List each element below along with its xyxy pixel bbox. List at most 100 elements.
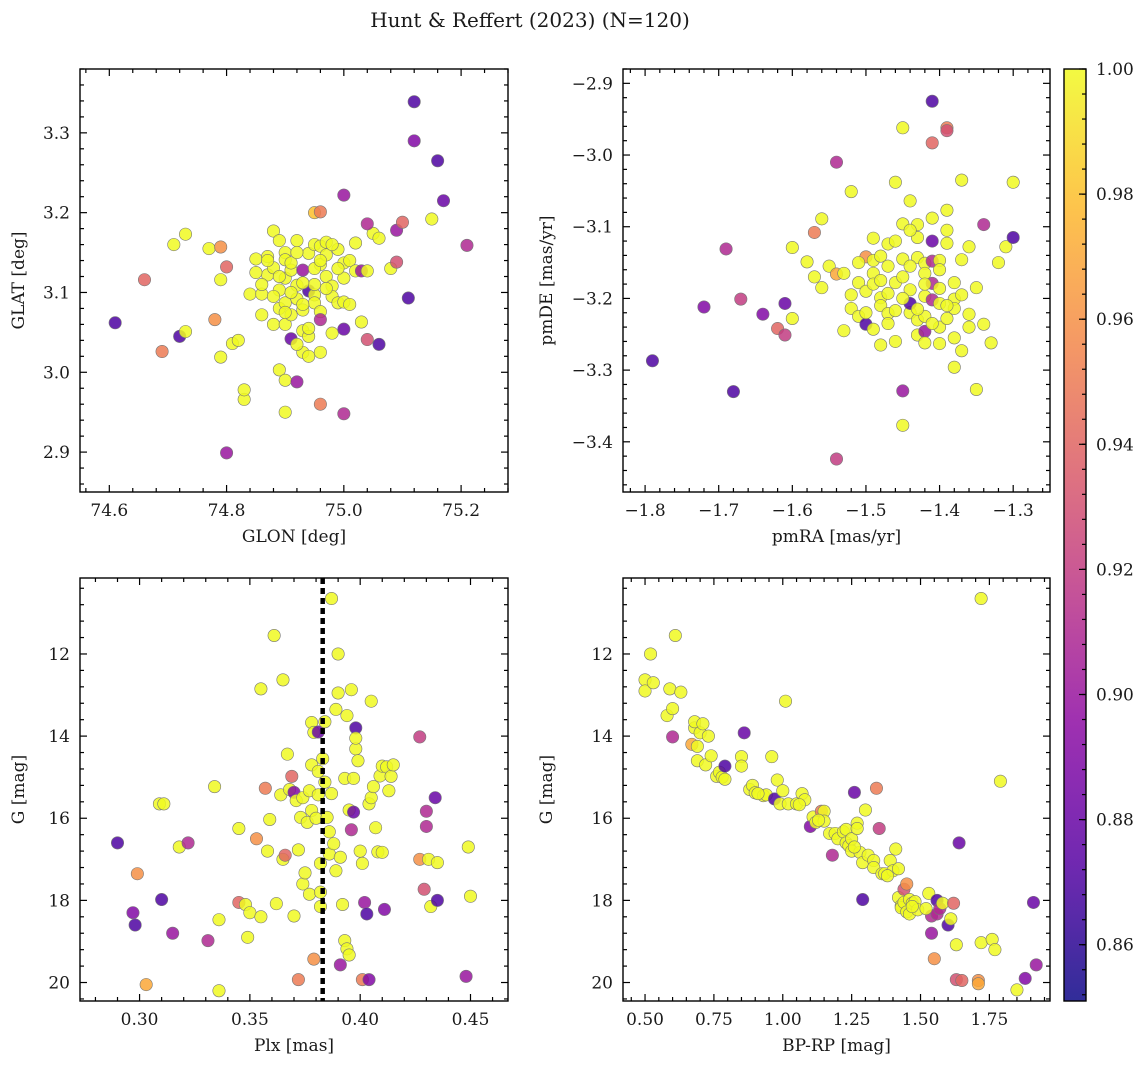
scatter-point	[874, 338, 888, 352]
y-axis-label: G [mag]	[537, 755, 557, 824]
scatter-point	[249, 252, 263, 266]
scatter-point	[255, 277, 269, 291]
y-tick-label: 16	[48, 809, 70, 829]
scatter-point	[241, 930, 255, 944]
scatter-point	[325, 787, 339, 801]
scatter-point	[431, 154, 445, 168]
scatter-point	[896, 121, 910, 135]
y-axis-label: GLAT [deg]	[9, 231, 29, 329]
scatter-point	[337, 322, 351, 336]
scatter-point	[428, 791, 442, 805]
scatter-point	[903, 283, 917, 297]
y-axis-label: pmDE [mas/yr]	[537, 215, 557, 345]
scatter-point	[261, 844, 275, 858]
scatter-point	[770, 773, 784, 787]
scatter-point	[460, 238, 474, 252]
scatter-point	[243, 287, 257, 301]
scatter-point	[936, 896, 950, 910]
scatter-point	[331, 686, 345, 700]
scatter-point	[413, 730, 427, 744]
scatter-point	[737, 726, 751, 740]
scatter-point	[463, 889, 477, 903]
scatter-point	[844, 185, 858, 199]
scatter-point	[395, 215, 409, 229]
x-tick-label: −1.6	[772, 501, 813, 521]
scatter-point	[847, 840, 861, 854]
scatter-point	[208, 780, 222, 794]
scatter-point	[130, 867, 144, 881]
colorbar-tick-label: 0.86	[1096, 936, 1134, 956]
colorbar-tick-label: 1.00	[1096, 60, 1134, 80]
scatter-point	[278, 305, 292, 319]
scatter-point	[437, 194, 451, 208]
scatter-point	[646, 676, 660, 690]
scatter-point	[900, 877, 914, 891]
scatter-point	[382, 784, 396, 798]
scatter-point	[903, 194, 917, 208]
scatter-point	[313, 397, 327, 411]
scatter-point	[208, 313, 222, 327]
scatter-point	[111, 836, 125, 850]
colorbar-tick-label: 0.98	[1096, 185, 1134, 205]
scatter-point	[984, 336, 998, 350]
scatter-point	[272, 270, 286, 284]
y-tick-label: −3.4	[572, 433, 613, 453]
scatter-point	[969, 382, 983, 396]
scatter-point	[220, 260, 234, 274]
scatter-point	[285, 769, 299, 783]
x-tick-label: 0.35	[231, 1010, 269, 1030]
scatter-point	[925, 317, 939, 331]
scatter-point	[407, 95, 421, 109]
scatter-point	[364, 791, 378, 805]
scatter-point	[666, 702, 680, 716]
scatter-point	[734, 759, 748, 773]
scatter-point	[337, 271, 351, 285]
scatter-point	[354, 315, 368, 329]
scatter-point	[644, 647, 658, 661]
x-tick-label: 0.40	[341, 1010, 379, 1030]
y-tick-label: 3.3	[43, 124, 70, 144]
scatter-point	[776, 784, 790, 798]
scatter-point	[296, 276, 310, 290]
scatter-point	[852, 256, 866, 270]
scatter-point	[638, 684, 652, 698]
scatter-point	[278, 405, 292, 419]
scatter-point	[947, 331, 961, 345]
scatter-point	[201, 934, 215, 948]
scatter-point	[962, 320, 976, 334]
scatter-point	[696, 717, 710, 731]
scatter-point	[319, 281, 333, 295]
scatter-point	[859, 306, 873, 320]
scatter-point	[933, 263, 947, 277]
scatter-point	[940, 223, 954, 237]
scatter-point	[940, 203, 954, 217]
scatter-point	[337, 407, 351, 421]
x-tick-label: 0.50	[626, 1010, 664, 1030]
scatter-point	[869, 781, 883, 795]
scatter-point	[360, 264, 374, 278]
scatter-point	[889, 842, 903, 856]
scatter-point	[927, 952, 941, 966]
scatter-point	[331, 262, 345, 276]
axes-frame	[622, 577, 1051, 1002]
scatter-point	[351, 754, 365, 768]
scatter-point	[336, 897, 350, 911]
scatter-point	[372, 337, 386, 351]
scatter-point	[829, 452, 843, 466]
scatter-point	[278, 373, 292, 387]
colorbar-frame	[1063, 68, 1087, 1002]
scatter-point	[344, 823, 358, 837]
scatter-point	[925, 94, 939, 108]
scatter-point	[896, 270, 910, 284]
scatter-point	[888, 304, 902, 318]
scatter-point	[663, 682, 677, 696]
scatter-point	[940, 311, 954, 325]
y-tick-label: −2.9	[572, 74, 613, 94]
points	[108, 95, 474, 460]
scatter-point	[925, 136, 939, 150]
scatter-point	[888, 334, 902, 348]
scatter-point	[343, 297, 357, 311]
scatter-point	[369, 821, 383, 835]
figure-title: Hunt & Reffert (2023) (N=120)	[370, 8, 690, 32]
scatter-point	[298, 866, 312, 880]
